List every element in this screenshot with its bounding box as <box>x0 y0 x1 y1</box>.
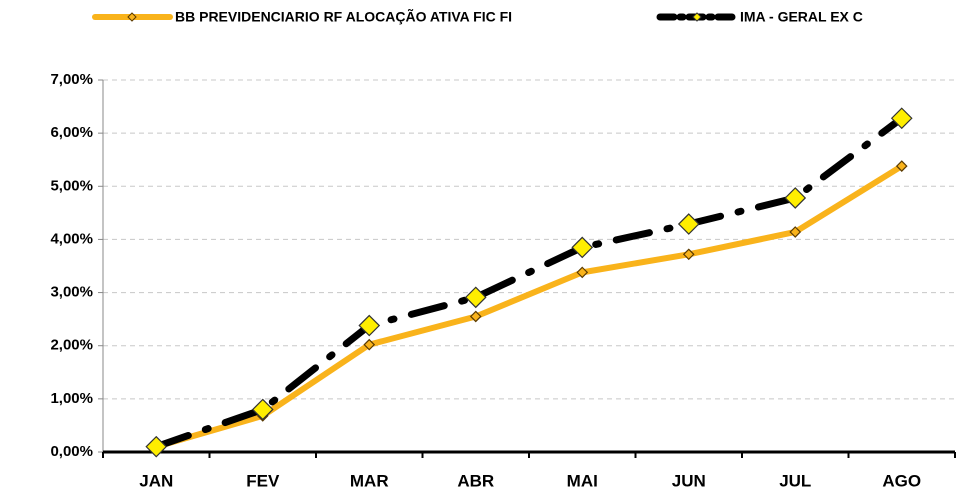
marker <box>895 160 908 172</box>
marker <box>358 314 381 337</box>
y-tick-label: 6,00% <box>50 124 93 141</box>
x-tick-label: JUL <box>779 471 811 490</box>
marker <box>677 213 700 235</box>
y-tick-label: 0,00% <box>50 443 93 460</box>
x-tick-label: FEV <box>246 471 280 490</box>
x-tick-label: JAN <box>139 471 173 490</box>
y-tick-label: 1,00% <box>50 390 93 407</box>
y-tick-label: 7,00% <box>50 71 93 88</box>
marker <box>576 266 589 279</box>
legend-marker <box>127 12 137 22</box>
x-tick-label: MAI <box>567 471 598 490</box>
x-tick-label: AGO <box>882 471 921 490</box>
marker <box>784 187 807 209</box>
series-line <box>152 114 906 451</box>
marker <box>251 398 274 421</box>
marker <box>789 226 802 238</box>
y-tick-label: 3,00% <box>50 284 93 301</box>
marker <box>145 435 168 458</box>
series-line <box>153 163 905 450</box>
x-tick-label: ABR <box>457 471 494 490</box>
marker <box>890 107 913 130</box>
marker <box>469 310 482 323</box>
x-tick-label: JUN <box>672 471 706 490</box>
marker <box>464 286 487 309</box>
y-tick-label: 4,00% <box>50 230 93 247</box>
y-tick-label: 5,00% <box>50 177 93 194</box>
marker <box>682 248 695 261</box>
marker <box>571 236 594 259</box>
y-tick-label: 2,00% <box>50 337 93 354</box>
marker <box>363 338 376 351</box>
x-tick-label: MAR <box>350 471 389 490</box>
legend-label: IMA - GERAL EX C <box>740 9 863 25</box>
legend-label: BB PREVIDENCIARIO RF ALOCAÇÃO ATIVA FIC … <box>175 8 512 25</box>
legend-marker <box>692 12 702 22</box>
